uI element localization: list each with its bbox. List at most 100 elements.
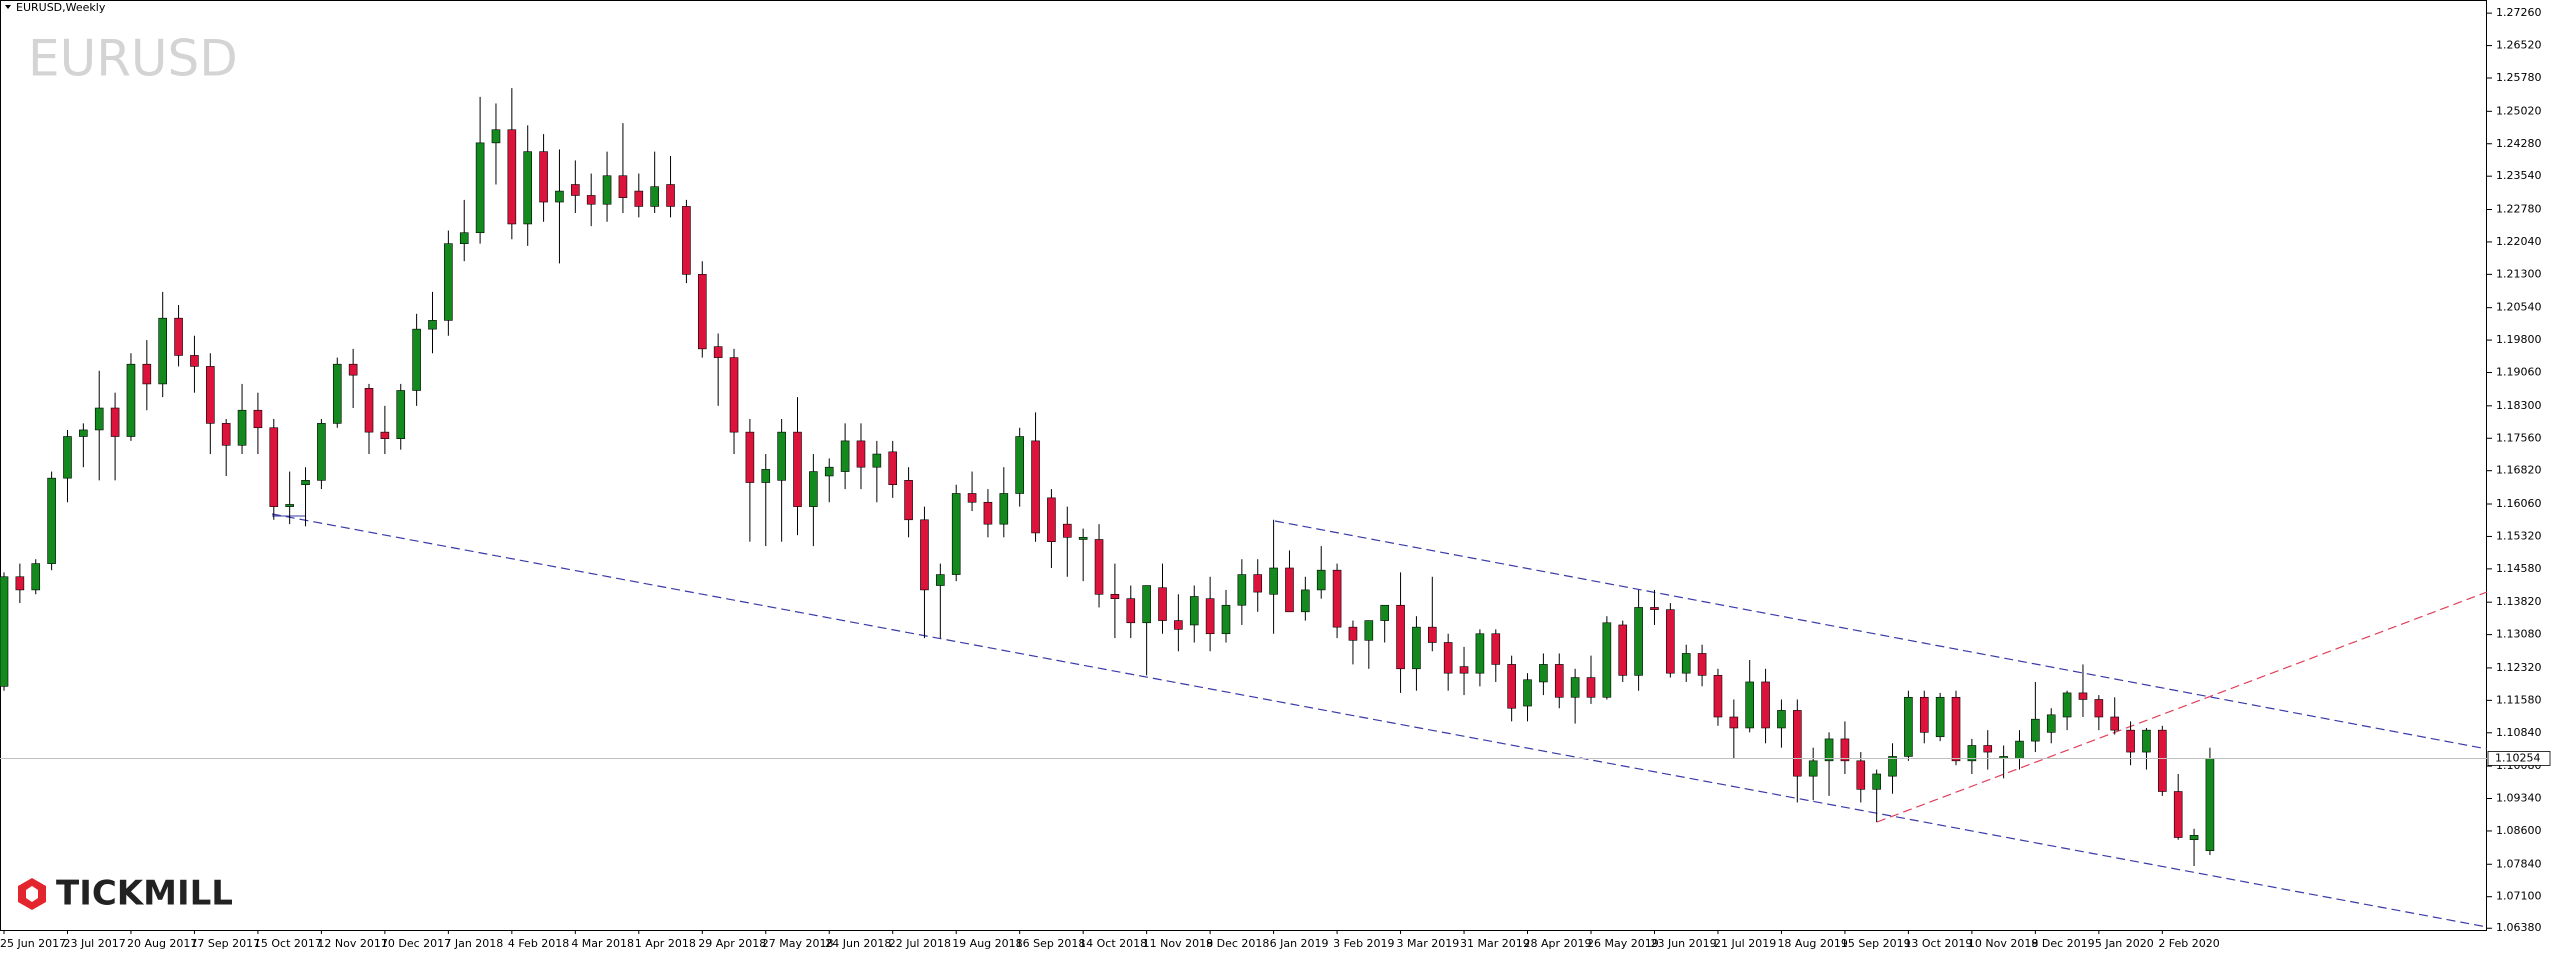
x-tick-label: 8 Dec 2019 [2031, 937, 2094, 950]
trendline [1274, 520, 2488, 750]
candle-body [507, 129, 517, 225]
x-tick-label: 25 Jun 2017 [0, 937, 66, 950]
candle-body [1919, 696, 1929, 733]
x-tick-label: 13 Oct 2019 [1904, 937, 1972, 950]
x-tick-label: 29 Apr 2018 [698, 937, 766, 950]
candle-body [2158, 729, 2167, 792]
candle-body [396, 390, 406, 440]
candle-body [1983, 745, 1993, 753]
candle-body [1062, 523, 1072, 538]
candle-body [47, 477, 56, 564]
x-tick-label: 2 Feb 2020 [2158, 937, 2219, 950]
x-tick-label: 16 Sep 2018 [1016, 937, 1086, 950]
candle-body [1428, 626, 1437, 643]
candle-body [1554, 664, 1564, 698]
candle-body [1158, 587, 1167, 621]
candle-body [1285, 567, 1294, 613]
candle-body [0, 576, 9, 687]
candle-body [936, 574, 945, 586]
candle-body [221, 423, 231, 446]
candle-body [761, 469, 771, 483]
candle-body [1047, 497, 1056, 542]
candle-body [1935, 696, 1945, 738]
candle-body [190, 355, 199, 367]
candle-body [1761, 681, 1770, 729]
candle-body [317, 423, 326, 481]
candle-body [1237, 574, 1247, 606]
candle-body [1301, 589, 1310, 613]
candle-body [348, 363, 358, 376]
candle-body [634, 190, 644, 207]
y-tick-label: 1.25020 [2496, 104, 2542, 117]
candle-body [1650, 607, 1659, 610]
y-tick-label: 1.16820 [2496, 464, 2542, 477]
x-tick-label: 3 Mar 2019 [1397, 937, 1460, 950]
candle-body [206, 366, 215, 424]
trendline [271, 513, 2488, 928]
candle-body [697, 274, 707, 350]
candle-body [745, 431, 755, 483]
candle-body [1031, 440, 1040, 534]
candle-body [1618, 624, 1628, 676]
y-tick-label: 1.11580 [2496, 693, 2542, 706]
candle-body [2126, 729, 2135, 753]
logo-icon [26, 886, 38, 902]
candle-body [491, 129, 501, 144]
candle-body [1697, 653, 1707, 676]
trendline [1876, 591, 2488, 823]
candle-body [824, 466, 834, 477]
candle-body [602, 175, 612, 205]
candle-body [301, 480, 310, 486]
candle-body [412, 328, 421, 391]
candle-body [1539, 664, 1548, 683]
candle-body [1713, 675, 1723, 718]
candle-body [555, 190, 564, 203]
x-tick-label: 24 Jun 2018 [825, 937, 891, 950]
candle-body [983, 501, 993, 525]
y-tick-label: 1.18300 [2496, 399, 2542, 412]
y-tick-label: 1.19060 [2496, 366, 2542, 379]
candle-body [793, 431, 802, 507]
candle-body [1189, 596, 1199, 626]
candle-body [1777, 710, 1786, 729]
candle-body [285, 504, 294, 507]
y-tick-label: 1.22040 [2496, 235, 2542, 248]
y-tick-label: 1.19800 [2496, 333, 2542, 346]
candle-body [31, 563, 41, 591]
y-tick-label: 1.13080 [2496, 628, 2542, 641]
candle-body [729, 357, 739, 433]
candle-body [1634, 607, 1643, 676]
x-tick-label: 28 Apr 2019 [1524, 937, 1592, 950]
x-tick-label: 10 Nov 2019 [1968, 937, 2038, 950]
candle-body [888, 451, 898, 486]
candle-body [1967, 745, 1977, 762]
candle-body [1904, 696, 1913, 757]
candle-body [1888, 756, 1897, 777]
last-price-box [2487, 751, 2551, 766]
candle-body [1491, 633, 1501, 665]
candle-body [920, 519, 929, 591]
x-tick-label: 19 Aug 2018 [952, 937, 1022, 950]
trendlines [271, 513, 2488, 928]
y-tick-label: 1.24280 [2496, 137, 2542, 150]
x-tick-label: 14 Oct 2018 [1079, 937, 1147, 950]
candle-body [1507, 664, 1516, 709]
candle-body [1205, 598, 1215, 635]
candle-body [1872, 773, 1881, 790]
candle-body [15, 576, 25, 591]
x-tick-label: 10 Dec 2017 [381, 937, 451, 950]
candle-body [364, 388, 374, 433]
x-tick-label: 1 Apr 2018 [635, 937, 696, 950]
candle-body [269, 427, 279, 507]
y-tick-label: 1.17560 [2496, 431, 2542, 444]
x-tick-label: 4 Feb 2018 [508, 937, 569, 950]
candle-body [1142, 585, 1151, 624]
candle-body [444, 243, 453, 321]
candle-body [1666, 609, 1675, 674]
candle-body [1824, 738, 1834, 762]
candle-body [840, 440, 850, 472]
candle-body [1523, 679, 1532, 707]
x-tick-label: 18 Aug 2019 [1777, 937, 1847, 950]
candle-body [650, 186, 659, 207]
